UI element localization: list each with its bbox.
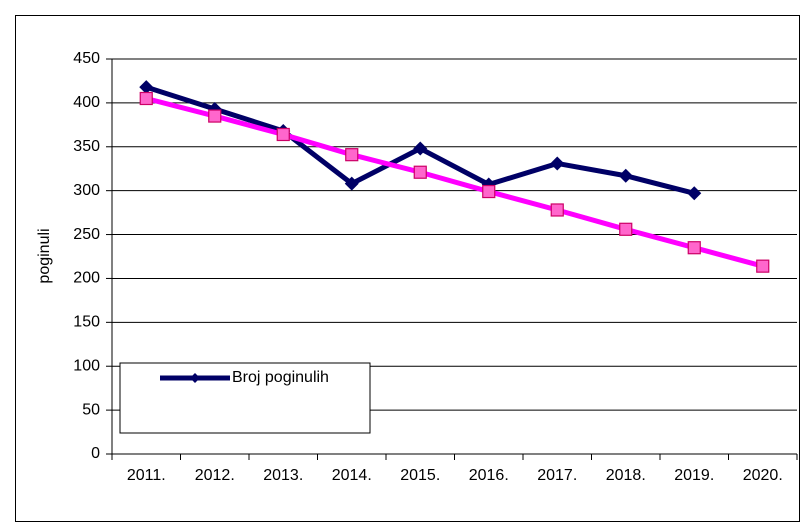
marker	[276, 127, 290, 142]
y-tick-label: 350	[73, 138, 100, 155]
marker	[482, 184, 496, 199]
y-tick-label: 150	[73, 314, 100, 331]
x-tick-label: 2019.	[674, 467, 714, 484]
x-tick-label: 2017.	[537, 467, 577, 484]
chart-border	[15, 15, 800, 522]
legend-marker	[190, 373, 200, 383]
x-tick-label: 2018.	[606, 467, 646, 484]
y-tick-label: 300	[73, 182, 100, 199]
y-axis-label: poginuli	[36, 228, 53, 283]
series-line	[145, 96, 764, 269]
marker	[139, 91, 153, 106]
y-tick-label: 100	[73, 357, 100, 374]
x-tick-label: 2020.	[743, 467, 783, 484]
marker	[413, 165, 427, 179]
marker	[208, 109, 222, 123]
legend	[119, 362, 371, 434]
x-tick-label: 2013.	[263, 467, 303, 484]
legend-label: Broj poginulih	[232, 369, 329, 386]
y-tick-label: 400	[73, 94, 100, 111]
marker	[618, 168, 633, 183]
x-tick-label: 2016.	[469, 467, 509, 484]
x-tick-label: 2011.	[127, 467, 166, 484]
marker	[345, 148, 359, 162]
x-tick-label: 2012.	[195, 467, 235, 484]
marker	[344, 176, 359, 191]
marker	[550, 156, 565, 171]
x-tick-label: 2015.	[400, 467, 440, 484]
marker	[550, 203, 564, 217]
x-tick-label: 2014.	[332, 467, 372, 484]
marker	[756, 259, 770, 273]
y-tick-label: 50	[82, 401, 100, 418]
marker	[139, 80, 154, 95]
y-tick-label: 250	[73, 226, 100, 243]
y-tick-label: 200	[73, 270, 100, 287]
marker	[687, 186, 702, 201]
marker	[687, 241, 701, 255]
y-tick-label: 450	[73, 50, 100, 67]
y-tick-label: 0	[91, 445, 100, 462]
marker	[413, 141, 428, 156]
marker	[619, 222, 633, 236]
